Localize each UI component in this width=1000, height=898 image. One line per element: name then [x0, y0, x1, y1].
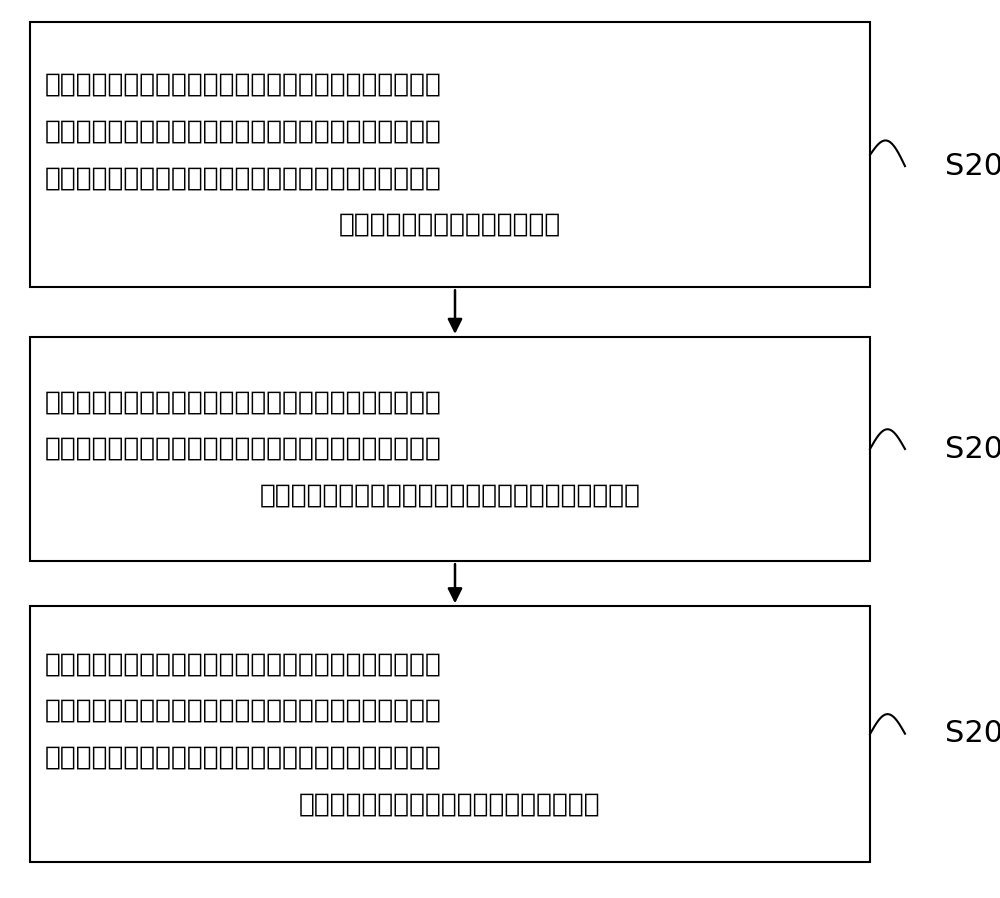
Text: S204: S204 — [945, 435, 1000, 463]
Text: 获取生产部署结构信息与历史检验测试环境信息，其中，: 获取生产部署结构信息与历史检验测试环境信息，其中， — [45, 72, 442, 98]
Text: S202: S202 — [945, 152, 1000, 180]
Text: 构模型，目标结构模型对应的环境资源为目标环境资源: 构模型，目标结构模型对应的环境资源为目标环境资源 — [259, 483, 640, 508]
Text: 史检验测试环境信息包括目标应用系统使用历史部署结构: 史检验测试环境信息包括目标应用系统使用历史部署结构 — [45, 165, 442, 191]
Text: 进行部署所对应的历史环境资源: 进行部署所对应的历史环境资源 — [339, 212, 561, 238]
Text: 新，测试环境信息预先设置为历史环境资源: 新，测试环境信息预先设置为历史环境资源 — [299, 791, 601, 817]
Text: 构模型表示目标应用系统使用当前部署结构进行部署的结: 构模型表示目标应用系统使用当前部署结构进行部署的结 — [45, 436, 442, 462]
Text: 根据生产部署结构信息生成目标结构模型，其中，目标结: 根据生产部署结构信息生成目标结构模型，其中，目标结 — [45, 390, 442, 415]
Text: 生产部署结构信息包括目标应用系统的当前部署结构，历: 生产部署结构信息包括目标应用系统的当前部署结构，历 — [45, 119, 442, 145]
FancyBboxPatch shape — [30, 337, 870, 561]
FancyBboxPatch shape — [30, 606, 870, 862]
Text: S206: S206 — [945, 719, 1000, 748]
Text: 比较历史检验测试环境信息和目标结构模型，生成反馈信: 比较历史检验测试环境信息和目标结构模型，生成反馈信 — [45, 651, 442, 677]
Text: 息，根据反馈信息自动将测试环境信息更新为目标环境资: 息，根据反馈信息自动将测试环境信息更新为目标环境资 — [45, 698, 442, 724]
Text: 源，其中，测试环境信息用于测试目标应用系统的版本更: 源，其中，测试环境信息用于测试目标应用系统的版本更 — [45, 744, 442, 770]
FancyBboxPatch shape — [30, 22, 870, 287]
